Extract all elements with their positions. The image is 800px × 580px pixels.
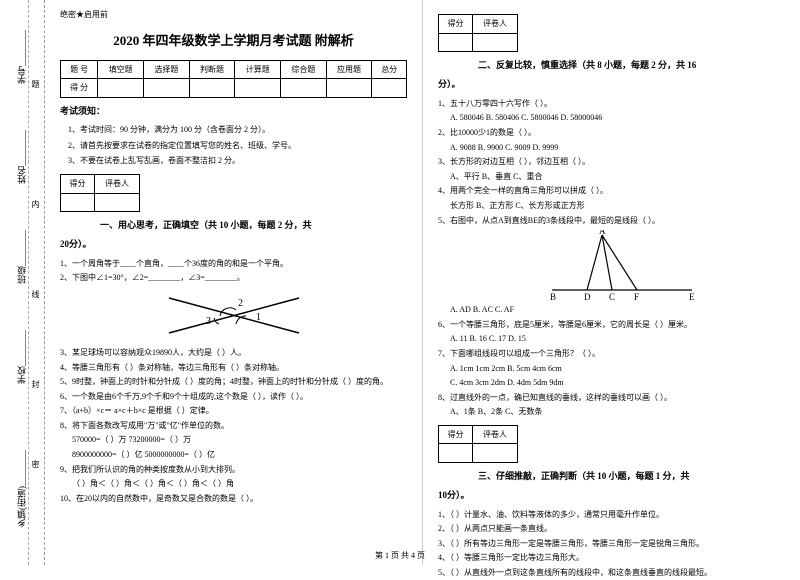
seal-marker: 题 (30, 80, 41, 88)
question: 4、等腰三角形有（ ）条对称轴，等边三角形有（ ）条对称轴。 (60, 361, 407, 375)
question: 3、某足球场可以容纳观众19890人，大约是（ ）人。 (60, 346, 407, 360)
seal-marker: 线 (30, 290, 41, 298)
margin-field-town: 乡镇(街道)________ (15, 450, 28, 528)
left-column: 绝密★启用前 2020 年四年级数学上学期月考试题 附解析 题 号 填空题 选择… (45, 0, 423, 565)
score-table: 题 号 填空题 选择题 判断题 计算题 综合题 应用题 总分 得 分 (60, 60, 407, 98)
options: A. AD B. AC C. AF (450, 303, 785, 317)
margin-field-school: 学校________ (15, 330, 28, 384)
margin-field-class: 班级________ (15, 230, 28, 284)
right-column: 得分评卷人 二、反复比较，慎重选择（共 8 小题，每题 2 分，共 16 分）。… (423, 0, 800, 565)
part3-pts: 10分）。 (438, 488, 785, 503)
notice-heading: 考试须知： (60, 104, 407, 119)
secret-label: 绝密★启用前 (60, 8, 407, 22)
question: 3、长方形的对边互相（ ），邻边互相（ ）。 (438, 155, 785, 169)
th: 计算题 (235, 60, 281, 79)
th: 判断题 (189, 60, 235, 79)
question-sub: 8900000000=（ ）亿 5000000000=（ ）亿 (72, 448, 407, 462)
svg-text:B: B (550, 292, 556, 300)
margin-field-id: 学号________ (15, 30, 28, 84)
svg-text:F: F (634, 292, 639, 300)
seal-marker: 内 (30, 200, 41, 208)
svg-text:1: 1 (256, 312, 261, 323)
th: 综合题 (281, 60, 327, 79)
question: 6、一个等腰三角形，底是5厘米，等腰是6厘米，它的周长是（ ）厘米。 (438, 318, 785, 332)
part3-title: 三、仔细推敲，正确判断（共 10 小题，每题 1 分，共 (478, 469, 785, 484)
question: 2、比10000少1的数是（ ）。 (438, 126, 785, 140)
svg-text:E: E (689, 292, 695, 300)
margin-field-name: 姓名________ (15, 130, 28, 184)
grader-box: 得分评卷人 (438, 14, 518, 52)
question: 1、五十八万零四十六写作（ ）。 (438, 97, 785, 111)
question-sub: 570000=（ ）万 73200000=（ ）万 (72, 433, 407, 447)
exam-title: 2020 年四年级数学上学期月考试题 附解析 (60, 30, 407, 52)
question: 9、把我们所认识的角的种类按度数从小到大排列。 (60, 463, 407, 477)
part1-pts: 20分）。 (60, 237, 407, 252)
question: 5、9时整，钟面上的时针和分针成（ ）度的角；4时整，钟面上的时针和分针成（ ）… (60, 375, 407, 389)
notice-block: 1、考试时间：90 分钟，满分为 100 分（含卷面分 2 分）。 2、请首先按… (60, 123, 407, 168)
question: 7、（a+b）×c＝ a×c＋b×c 是根据（ ）定律。 (60, 404, 407, 418)
part2-title: 二、反复比较，慎重选择（共 8 小题，每题 2 分，共 16 (478, 58, 785, 73)
th: 题 号 (61, 60, 98, 79)
part1-title: 一、用心思考，正确填空（共 10 小题，每题 2 分，共 (100, 218, 407, 233)
triangle-figure: A B D C F E (542, 230, 682, 300)
notice-line: 1、考试时间：90 分钟，满分为 100 分（含卷面分 2 分）。 (60, 123, 407, 137)
question: 2、（ ）从两点只能画一条直线。 (438, 522, 785, 536)
options: A. 11 B. 16 C. 17 D. 15 (450, 332, 785, 346)
page-footer: 第 1 页 共 4 页 (0, 550, 800, 561)
options: C. 4cm 3cm 2dm D. 4dm 5dm 9dm (450, 376, 785, 390)
options: A、平行 B、垂直 C、重合 (450, 170, 785, 184)
seal-marker: 封 (30, 380, 41, 388)
th: 填空题 (98, 60, 144, 79)
binding-margin: 学号________ 姓名________ 班级________ 学校_____… (0, 0, 45, 565)
question: 7、下面哪组线段可以组成一个三角形？（ ）。 (438, 347, 785, 361)
th: 应用题 (326, 60, 372, 79)
question: 4、用两个完全一样的直角三角形可以拼成（ ）。 (438, 184, 785, 198)
td: 得 分 (61, 79, 98, 98)
seal-marker: 密 (30, 460, 41, 468)
angle-figure: 2 1 3 (164, 288, 304, 343)
grader-box: 得分评卷人 (438, 425, 518, 463)
question: 6、一个数是由6个千万,9个千和9个十组成的,这个数是（ ），读作（ ）。 (60, 390, 407, 404)
question: 1、（ ）计量水、油、饮料等液体的多少，通常只用毫升作单位。 (438, 508, 785, 522)
svg-text:C: C (609, 292, 615, 300)
question-sub: （ ）角＜（ ）角＜（ ）角＜（ ）角＜（ ）角 (72, 477, 407, 491)
options: A. 580046 B. 580406 C. 5800046 D. 580000… (450, 111, 785, 125)
th: 总分 (372, 60, 407, 79)
part2-pts: 分）。 (438, 77, 785, 92)
notice-line: 3、不要在试卷上乱写乱画，卷面不整洁扣 2 分。 (60, 154, 407, 168)
svg-text:2: 2 (238, 298, 243, 309)
options: A. 1cm 1cm 2cm B. 5cm 4cm 6cm (450, 362, 785, 376)
question: 5、（ ）从直线外一点到这条直线所有的线段中，和这条直线垂直的线段最短。 (438, 566, 785, 580)
question: 8、过直线外的一点，确已知直线的垂线，这样的垂线可以画（ ）。 (438, 391, 785, 405)
svg-text:3: 3 (206, 316, 211, 327)
question: 10、在20以内的自然数中，是奇数又是合数的数是（ ）。 (60, 492, 407, 506)
notice-line: 2、请首先按要求在试卷的指定位置填写您的姓名、班级、学号。 (60, 139, 407, 153)
question: 1、一个周角等于____个直角，____个36度的角的和是一个平角。 (60, 257, 407, 271)
question: 2、下图中∠1=30°，∠2=________，∠3=________。 (60, 271, 407, 285)
question: 8、将下面各数改写成用"万"或"亿"作单位的数。 (60, 419, 407, 433)
grader-box: 得分评卷人 (60, 174, 140, 212)
question: 5、右图中，从点A到直线BE的3条线段中，最短的是线段（ ）。 (438, 214, 785, 228)
question: 3、（ ）所有等边三角形一定是等腰三角形，等腰三角形一定是锐角三角形。 (438, 537, 785, 551)
svg-text:D: D (584, 292, 591, 300)
th: 选择题 (144, 60, 190, 79)
options: A、1条 B、2条 C、无数条 (450, 405, 785, 419)
options: A. 9088 B. 9900 C. 9009 D. 9999 (450, 141, 785, 155)
svg-text:A: A (599, 230, 606, 236)
options: 长方形 B、正方形 C、长方形或正方形 (450, 199, 785, 213)
